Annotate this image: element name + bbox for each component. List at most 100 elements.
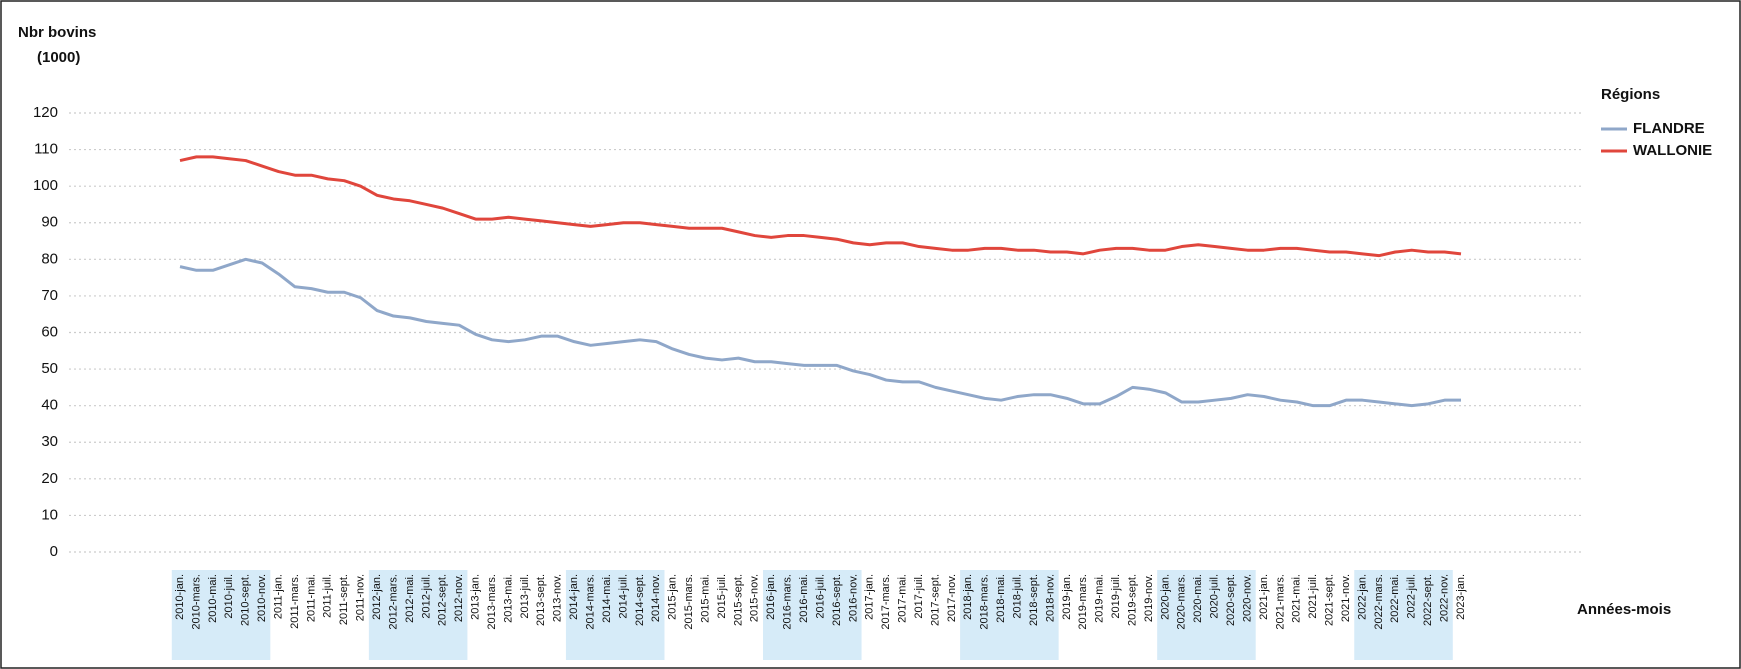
y-tick-label: 100 [33,177,58,194]
x-tick-label: 2016-mars. [782,574,794,630]
x-tick-label: 2018-mars. [979,574,991,630]
x-tick-label: 2021-juil. [1307,574,1319,619]
x-tick-label: 2017-sept. [929,574,941,626]
x-tick-label: 2013-sept. [535,574,547,626]
x-tick-label: 2019-nov. [1143,574,1155,622]
x-tick-label: 2020-nov. [1241,574,1253,622]
x-tick-label: 2012-juil. [420,574,432,619]
x-tick-label: 2017-mai. [897,574,909,623]
axis-band [368,570,468,660]
x-tick-label: 2015-sept. [732,574,744,626]
x-tick-label: 2016-sept. [831,574,843,626]
x-tick-label: 2021-mai. [1291,574,1303,623]
x-tick-label: 2011-mars. [289,574,301,629]
x-tick-label: 2021-mars. [1274,574,1286,630]
x-tick-label: 2015-nov. [749,574,761,622]
x-tick-label: 2019-jan. [1061,574,1073,620]
x-tick-label: 2020-mai. [1192,574,1204,623]
x-tick-label: 2020-sept. [1225,574,1237,626]
legend-title: Régions [1601,86,1660,103]
x-tick-label: 2015-mai. [699,574,711,623]
x-tick-label: 2011-mai. [305,574,317,622]
x-tick-label: 2022-jan. [1356,574,1368,620]
y-tick-label: 60 [41,323,58,340]
x-tick-label: 2018-nov. [1044,574,1056,622]
x-tick-label: 2020-jan. [1159,574,1171,620]
y-tick-label: 70 [41,287,58,304]
x-tick-label: 2020-mars. [1176,574,1188,630]
x-tick-label: 2017-jan. [864,574,876,620]
axis-band [565,570,665,660]
x-tick-label: 2010-mars. [190,574,202,630]
x-tick-label: 2022-mars. [1373,574,1385,630]
x-tick-label: 2019-sept. [1126,574,1138,626]
x-tick-label: 2019-mai. [1094,574,1106,623]
y-tick-label: 30 [41,433,58,450]
y-tick-label: 110 [34,141,58,158]
x-tick-label: 2018-juil. [1011,574,1023,619]
x-tick-label: 2019-mars. [1077,574,1089,630]
x-tick-label: 2010-jan. [174,574,186,620]
x-tick-label: 2022-juil. [1406,574,1418,619]
x-tick-label: 2021-nov. [1340,574,1352,622]
x-tick-label: 2012-mai. [404,574,416,623]
x-tick-label: 2021-sept. [1324,574,1336,626]
x-tick-label: 2013-juil. [519,574,531,619]
x-tick-label: 2011-sept. [338,574,350,625]
x-tick-label: 2014-jan. [568,574,580,620]
x-tick-label: 2014-nov. [650,574,662,622]
x-tick-label: 2012-mars. [387,574,399,630]
x-tick-label: 2010-juil. [223,574,235,619]
x-tick-label: 2017-mars. [880,574,892,630]
x-tick-label: 2016-mai. [798,574,810,623]
x-tick-label: 2014-mai. [601,574,613,623]
y-tick-label: 120 [33,104,58,121]
x-tick-label: 2010-mai. [207,574,219,623]
x-tick-label: 2015-jan. [667,574,679,620]
x-tick-label: 2018-sept. [1028,574,1040,626]
x-tick-label: 2010-sept. [240,574,252,626]
x-tick-label: 2013-nov. [552,574,564,622]
axis-band [171,570,271,660]
x-tick-label: 2016-juil. [814,574,826,619]
x-tick-label: 2018-jan. [962,574,974,620]
x-tick-label: 2011-nov. [355,574,367,621]
x-tick-label: 2013-jan. [470,574,482,620]
x-tick-label: 2018-mai. [995,574,1007,623]
x-tick-label: 2012-sept. [437,574,449,626]
x-tick-label: 2022-mai. [1389,574,1401,623]
x-tick-label: 2023-jan. [1455,574,1467,620]
y-tick-label: 10 [41,506,58,523]
x-tick-label: 2020-juil. [1209,574,1221,619]
y-tick-label: 50 [41,360,58,377]
x-tick-label: 2016-nov. [847,574,859,622]
x-tick-label: 2014-mars. [584,574,596,630]
x-tick-label: 2021-jan. [1258,574,1270,620]
legend-label: WALLONIE [1633,142,1712,159]
x-tick-label: 2015-mars. [683,574,695,630]
legend-label: FLANDRE [1633,120,1705,137]
y-tick-label: 0 [50,543,58,560]
y-tick-label: 90 [41,214,58,231]
x-tick-label: 2014-juil. [617,574,629,619]
axis-band [1157,570,1256,660]
x-axis-title: Années-mois [1577,601,1671,618]
x-tick-label: 2017-nov. [946,574,958,622]
x-tick-label: 2016-jan. [765,574,777,620]
y-axis-title: Nbr bovins [18,24,96,41]
y-axis-title: (1000) [37,49,80,66]
x-tick-label: 2017-juil. [913,574,925,619]
x-tick-label: 2013-mai. [502,574,514,623]
x-tick-label: 2015-juil. [716,574,728,619]
x-tick-label: 2011-jan. [272,574,284,619]
x-tick-label: 2014-sept. [634,574,646,626]
x-tick-label: 2011-juil. [322,574,334,618]
y-tick-label: 20 [41,470,58,487]
x-tick-label: 2013-mars. [486,574,498,630]
axis-band [1354,570,1453,660]
series-line [179,257,1461,408]
y-tick-label: 80 [41,250,58,267]
x-tick-label: 2010-nov. [256,574,268,622]
x-tick-label: 2012-jan. [371,574,383,620]
